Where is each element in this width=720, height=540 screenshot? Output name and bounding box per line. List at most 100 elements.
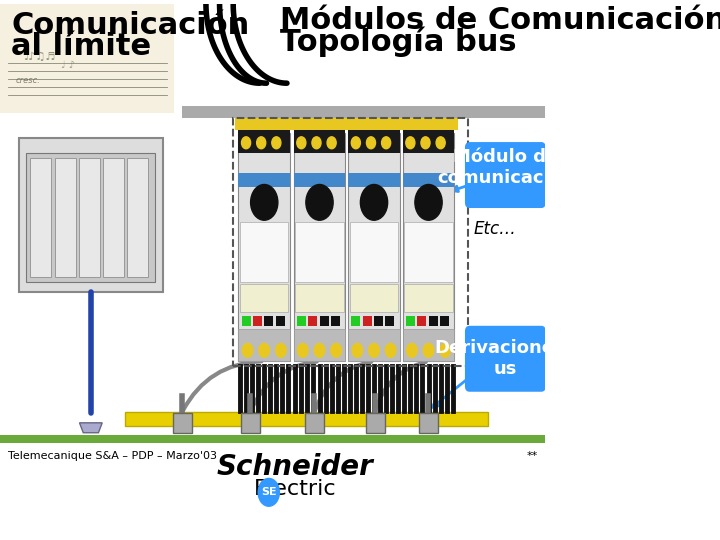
FancyBboxPatch shape [305,413,324,433]
Circle shape [406,137,415,148]
Circle shape [415,185,442,220]
FancyBboxPatch shape [173,413,192,433]
FancyBboxPatch shape [294,133,346,361]
Text: SE: SE [261,487,276,497]
Text: Topología bus: Topología bus [280,27,517,57]
FancyBboxPatch shape [238,133,290,361]
Circle shape [421,137,430,148]
FancyBboxPatch shape [350,222,398,282]
FancyBboxPatch shape [30,158,52,277]
FancyBboxPatch shape [402,130,454,153]
Circle shape [314,343,325,357]
FancyBboxPatch shape [331,315,340,326]
FancyBboxPatch shape [402,133,454,361]
FancyBboxPatch shape [428,315,438,326]
FancyBboxPatch shape [295,222,343,282]
Circle shape [276,343,286,357]
Circle shape [242,343,253,357]
Circle shape [241,137,251,148]
FancyBboxPatch shape [295,284,343,312]
FancyBboxPatch shape [253,315,262,326]
Circle shape [436,137,445,148]
Circle shape [351,137,361,148]
Text: Derivacionesb
us: Derivacionesb us [434,339,577,377]
FancyBboxPatch shape [294,329,346,361]
Text: al límite: al límite [12,32,151,62]
FancyBboxPatch shape [385,315,395,326]
Text: Módulo de
comunicación: Módulo de comunicación [437,148,575,187]
FancyBboxPatch shape [374,315,383,326]
FancyBboxPatch shape [405,222,453,282]
Text: Etc…: Etc… [474,220,517,238]
FancyBboxPatch shape [127,158,148,277]
FancyBboxPatch shape [125,412,488,426]
Circle shape [272,137,281,148]
FancyBboxPatch shape [19,138,163,292]
FancyBboxPatch shape [240,284,289,312]
Text: Telemecanique S&A – PDP – Marzo'03: Telemecanique S&A – PDP – Marzo'03 [8,450,217,461]
FancyBboxPatch shape [406,315,415,326]
FancyBboxPatch shape [402,173,454,187]
Circle shape [306,185,333,220]
Circle shape [312,137,321,148]
FancyBboxPatch shape [466,143,545,207]
Circle shape [297,137,306,148]
FancyBboxPatch shape [241,315,251,326]
FancyBboxPatch shape [181,106,545,118]
Text: **: ** [526,450,538,461]
FancyBboxPatch shape [348,329,400,361]
FancyBboxPatch shape [238,329,290,361]
FancyBboxPatch shape [0,435,545,443]
FancyBboxPatch shape [402,329,454,361]
FancyBboxPatch shape [294,173,346,187]
FancyBboxPatch shape [240,413,260,433]
FancyBboxPatch shape [405,284,453,312]
Circle shape [440,343,451,357]
Circle shape [297,343,308,357]
FancyBboxPatch shape [294,130,346,153]
FancyBboxPatch shape [238,130,290,153]
Circle shape [256,137,266,148]
FancyBboxPatch shape [238,173,290,187]
FancyBboxPatch shape [417,315,426,326]
FancyBboxPatch shape [348,130,400,153]
FancyBboxPatch shape [466,327,545,391]
Polygon shape [79,423,102,433]
FancyBboxPatch shape [235,118,458,130]
Text: Electric: Electric [254,480,336,500]
FancyBboxPatch shape [308,315,318,326]
Circle shape [382,137,391,148]
Text: ♩ ♪: ♩ ♪ [60,60,75,70]
FancyBboxPatch shape [276,315,284,326]
Text: Schneider: Schneider [217,454,374,482]
Circle shape [352,343,363,357]
FancyBboxPatch shape [103,158,124,277]
FancyBboxPatch shape [0,4,174,113]
FancyBboxPatch shape [55,158,76,277]
Circle shape [327,137,336,148]
Circle shape [258,478,279,506]
FancyBboxPatch shape [78,158,100,277]
FancyBboxPatch shape [348,133,400,361]
Text: Comunicación: Comunicación [12,11,250,39]
Circle shape [369,343,379,357]
FancyBboxPatch shape [348,173,400,187]
FancyBboxPatch shape [350,284,398,312]
Circle shape [366,137,376,148]
FancyBboxPatch shape [297,315,306,326]
FancyBboxPatch shape [363,315,372,326]
FancyBboxPatch shape [440,315,449,326]
FancyBboxPatch shape [320,315,328,326]
Circle shape [259,343,269,357]
Circle shape [251,185,278,220]
Circle shape [407,343,417,357]
FancyBboxPatch shape [419,413,438,433]
FancyBboxPatch shape [264,315,274,326]
FancyBboxPatch shape [366,413,384,433]
FancyBboxPatch shape [240,222,289,282]
Circle shape [331,343,341,357]
Text: Módulos de Comunicación: Módulos de Comunicación [280,5,720,35]
FancyBboxPatch shape [351,315,361,326]
Circle shape [423,343,434,357]
Text: cresc.: cresc. [15,76,40,85]
